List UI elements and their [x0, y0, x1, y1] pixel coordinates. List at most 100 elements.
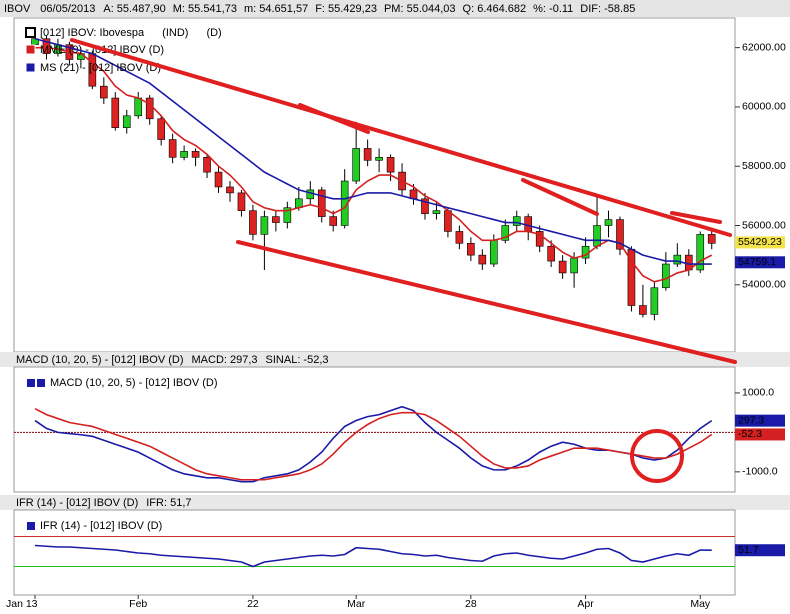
panel-legend: IFR (14) - [012] IBOV (D): [40, 520, 162, 532]
trend-line: [521, 178, 599, 216]
candle-body: [501, 225, 510, 241]
candle-body: [100, 85, 108, 99]
candle-body: [432, 210, 441, 214]
trend-line: [70, 38, 732, 237]
legend-swatch: [25, 62, 36, 73]
candle-body: [444, 210, 452, 232]
candle-body: [203, 157, 211, 173]
indicator-line: [35, 46, 713, 283]
panel-legend: MACD (10, 20, 5) - [012] IBOV (D): [50, 377, 218, 389]
candle-body: [478, 254, 487, 265]
x-tick-label: 22: [247, 598, 259, 610]
candle-body: [421, 198, 429, 214]
legend-icon: [25, 27, 36, 38]
legend-text: [012] IBOV: Ibovespa: [40, 27, 145, 39]
candle-body: [558, 260, 567, 274]
trend-annotations: [70, 38, 737, 483]
y-tick-label: 58000.00: [742, 160, 786, 172]
last-value-tag: [735, 544, 785, 557]
legend-icon: [27, 522, 35, 530]
candle-body: [283, 207, 292, 223]
header-field: M: 55.541,73: [173, 3, 237, 15]
last-value-tag: [735, 428, 785, 441]
x-tick-label: Jan 13: [6, 598, 38, 610]
candle-body: [329, 216, 338, 226]
panel-title: IFR (14) - [012] IBOV (D): [16, 497, 138, 509]
last-value-label: 54759.1: [738, 256, 776, 268]
header-field: A: 55.487,90: [103, 3, 165, 15]
candle-body: [467, 242, 475, 256]
candle-body: [42, 38, 51, 54]
legend-swatch: [25, 44, 36, 55]
candle-body: [191, 151, 200, 158]
header-field: Q: 6.464.682: [463, 3, 527, 15]
x-tick-label: Feb: [129, 598, 147, 610]
header: IBOV 06/05/2013 A: 55.487,90 M: 55.541,73 m:…: [4, 3, 635, 15]
candle-body: [489, 240, 498, 265]
candle-body: [272, 216, 280, 223]
y-tick-label: 60000.00: [742, 101, 786, 113]
legend-entry: MS (21) - [012] IBOV (D): [40, 62, 161, 74]
candle-body: [168, 139, 177, 158]
x-tick-label: 28: [465, 598, 477, 610]
candle-body: [214, 171, 223, 188]
indicator-line: [34, 37, 712, 265]
candle-body: [650, 287, 659, 315]
last-value-label: 55429.23: [738, 236, 782, 248]
candle-body: [134, 97, 143, 117]
last-value-tag: [735, 414, 785, 427]
y-tick-label: 54000.00: [742, 279, 786, 291]
header-field: m: 54.651,57: [244, 3, 308, 15]
candle-body: [260, 216, 269, 235]
indicator-line: [34, 544, 712, 568]
candle-body: [386, 157, 395, 173]
header-field: 06/05/2013: [40, 3, 95, 15]
candle-body: [157, 118, 165, 140]
legend-icon: [27, 379, 35, 387]
y-tick-label: 56000.00: [742, 219, 786, 231]
candle-body: [593, 225, 601, 247]
y-tick-label: 1000.0: [742, 387, 774, 399]
candle-body: [547, 245, 555, 262]
candle-body: [237, 192, 246, 211]
panel-title: MACD (10, 20, 5) - [012] IBOV (D): [16, 354, 184, 366]
candle-body: [306, 189, 315, 200]
candle-body: [375, 157, 383, 161]
candle-body: [707, 234, 716, 244]
header-bar: [0, 0, 790, 17]
trend-line: [670, 211, 722, 224]
legend-text: (IND): [162, 27, 188, 39]
panel-readout: IFR: 51,7: [146, 497, 191, 509]
indicator-line: [34, 407, 713, 481]
candle-body: [696, 234, 705, 271]
candle-body: [145, 97, 154, 120]
candle-body: [662, 263, 670, 289]
candle-body: [111, 97, 120, 128]
candle-body: [524, 216, 533, 232]
last-value-label: -52.3: [738, 428, 762, 440]
header-field: DIF: -58.85: [580, 3, 635, 15]
candle-body: [639, 305, 647, 315]
header-field: F: 55.429,23: [315, 3, 377, 15]
candle-body: [122, 115, 131, 128]
last-value-tag: [735, 256, 785, 269]
legend-icon: [37, 379, 45, 387]
candle-body: [570, 257, 578, 274]
panel-readout: SINAL: -52,3: [266, 354, 329, 366]
candle-body: [180, 151, 188, 158]
macd-header-bar: [0, 352, 790, 367]
candle-body: [363, 148, 372, 161]
candle-body: [604, 219, 613, 226]
candle-body: [226, 186, 234, 194]
y-tick-label: 62000.00: [742, 41, 786, 53]
candle-body: [512, 216, 521, 226]
candle-body: [352, 148, 360, 182]
ifr-header-bar: [0, 495, 790, 510]
last-value-label: 51.7: [738, 544, 759, 556]
header-field: IBOV: [4, 3, 31, 15]
candle-body: [317, 189, 326, 217]
trend-line: [236, 240, 737, 364]
candle-body: [616, 219, 624, 250]
